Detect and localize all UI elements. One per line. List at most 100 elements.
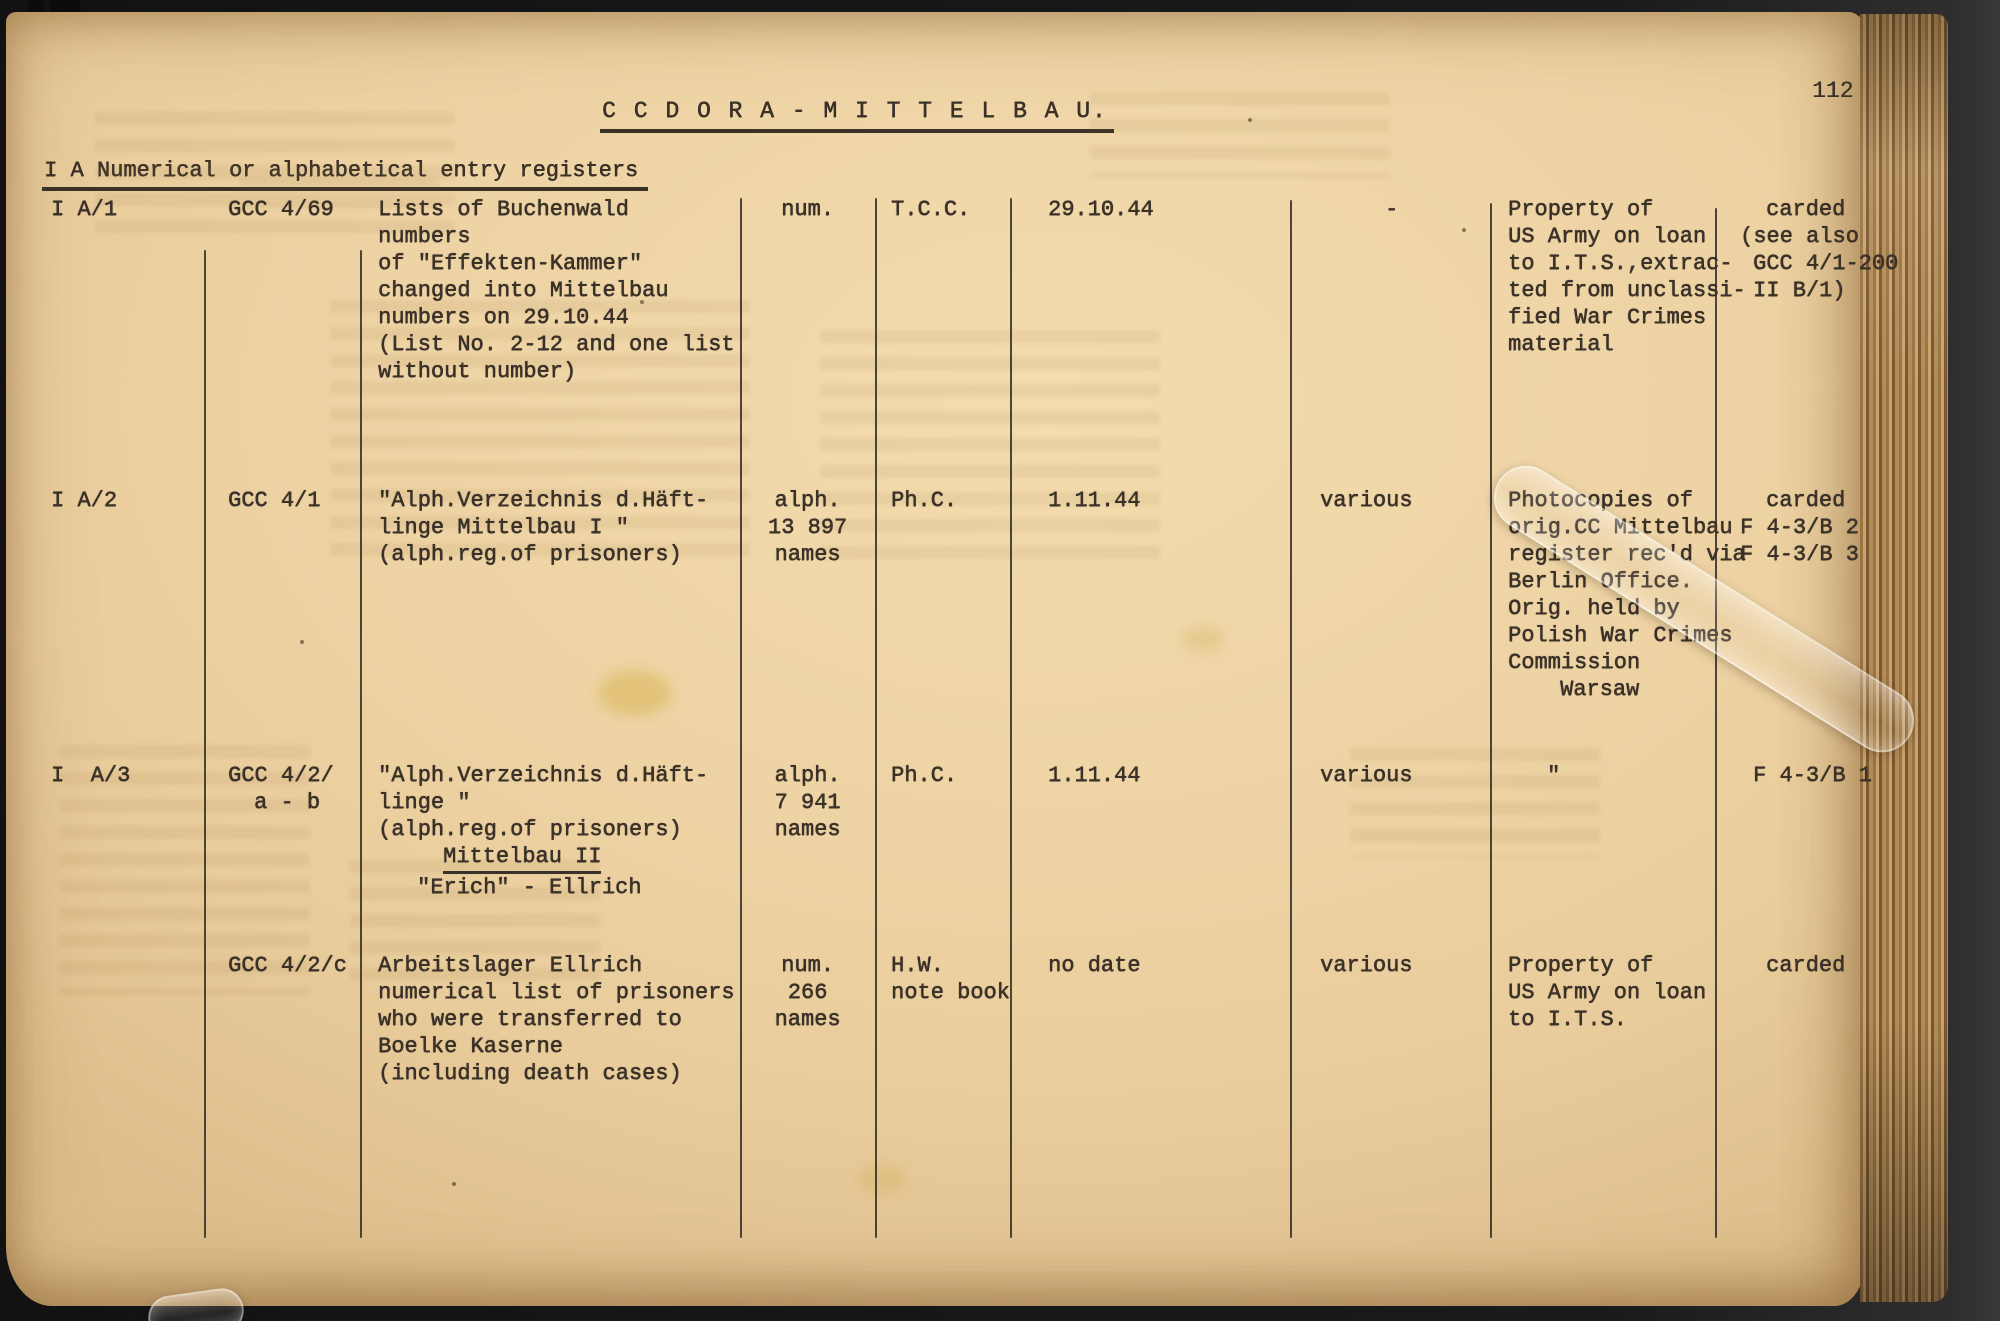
cell-medium-row-1: T.C.C. — [891, 196, 970, 223]
text-line: names — [774, 542, 841, 567]
cell-carding-row-1: carded (see also GCC 4/1-200 II B/1) — [1740, 196, 1898, 304]
cell-remarks-row-2: Photocopies oforig.CC Mittelbauregister … — [1508, 487, 1746, 703]
text-line: Arbeitslager Ellrich — [378, 953, 643, 978]
cell-description-row-1: Lists of Buchenwald numbers of "Effekten-K… — [378, 196, 734, 385]
table-column-line — [204, 250, 206, 1238]
text-line: (see also — [1740, 224, 1859, 249]
text-line: numbers — [378, 224, 471, 249]
text-line: Lists of Buchenwald — [378, 197, 629, 222]
text-line: F 4-3/B 3 — [1740, 542, 1859, 567]
text-line: without number) — [378, 359, 577, 384]
text-line: (including death cases) — [378, 1061, 682, 1086]
page-title: C C D O R A - M I T T E L B A U. — [600, 98, 1114, 133]
cell-origin-row-2: various — [1320, 487, 1412, 514]
binder-mark — [50, 0, 80, 12]
text-line: of "Effekten-Kammer" — [378, 251, 643, 276]
cell-remarks-row-1: Property of US Army on loan to I.T.S.,extr… — [1508, 196, 1746, 358]
text-line: note book — [891, 980, 1010, 1005]
ink-speck — [300, 640, 304, 644]
text-line: GCC 4/1 — [228, 488, 321, 513]
text-line: linge " — [378, 790, 471, 815]
text-line: " — [1547, 763, 1561, 788]
text-line: (List No. 2-12 and one list — [378, 332, 735, 357]
text-line: (alph.reg.of prisoners) — [378, 817, 682, 842]
text-line: Mittelbau II — [378, 843, 708, 874]
text-line: various — [1320, 763, 1413, 788]
text-line: GCC 4/69 — [228, 197, 334, 222]
text-line: GCC 4/2/ — [228, 763, 334, 788]
table-column-line — [1715, 208, 1717, 1238]
text-line: Ph.C. — [891, 763, 958, 788]
cell-date-row-1: 29.10.44 — [1048, 196, 1154, 223]
cell-description-row-4: Arbeitslager Ellrich numerical list of pr… — [378, 952, 734, 1087]
text-line: Property of — [1508, 197, 1654, 222]
document-page — [6, 12, 1864, 1306]
page-number: 112 — [1812, 78, 1854, 104]
text-line: Polish War Crimes — [1508, 623, 1733, 648]
text-line: Photocopies of — [1508, 488, 1693, 513]
text-line: num. — [781, 197, 834, 222]
text-line: 29.10.44 — [1048, 197, 1154, 222]
text-line: carded — [1766, 488, 1846, 513]
ink-speck — [640, 300, 644, 304]
text-line: I A/2 — [51, 488, 118, 513]
text-line: I A/1 — [51, 197, 118, 222]
bleedthrough-smudge — [350, 860, 600, 980]
cell-carding-row-4: carded — [1740, 952, 1845, 979]
text-line: 7 941 — [774, 790, 841, 815]
table-column-line — [740, 198, 742, 1238]
text-line: Boelke Kaserne — [378, 1034, 563, 1059]
text-line: num. — [781, 953, 834, 978]
ink-speck — [1604, 210, 1608, 214]
text-line: "Erich" - Ellrich — [417, 875, 642, 900]
text-line: Ph.C. — [891, 488, 958, 513]
bleedthrough-smudge — [1090, 92, 1390, 178]
text-line: various — [1320, 488, 1413, 513]
text-line: alph. — [774, 488, 841, 513]
text-line: no date — [1048, 953, 1141, 978]
text-line: T.C.C. — [891, 197, 971, 222]
cell-type-count-row-3: alph. 7 941 names — [740, 762, 875, 843]
text-line: Warsaw — [1560, 677, 1640, 702]
text-line: orig.CC Mittelbau — [1508, 514, 1746, 541]
text-line: - — [1385, 197, 1399, 222]
table-column-line — [1010, 198, 1012, 1238]
text-line: 1.11.44 — [1048, 763, 1141, 788]
text-line: names — [774, 817, 841, 842]
cell-gcc-number-row-2: GCC 4/1 — [228, 487, 320, 514]
text-line: H.W. — [891, 953, 944, 978]
text-line: ted from unclassi- — [1508, 278, 1746, 303]
text-line: who were transferred to — [378, 1007, 682, 1032]
text-line: "Alph.Verzeichnis d.Häft- — [378, 763, 709, 788]
cell-medium-row-3: Ph.C. — [891, 762, 957, 789]
text-line: F 4-3/B 1 — [1753, 763, 1872, 788]
text-line: register rec'd via — [1508, 541, 1746, 568]
bleedthrough-smudge — [1350, 748, 1600, 858]
text-line: names — [774, 1007, 841, 1032]
cell-gcc-number-row-1: GCC 4/69 — [228, 196, 334, 223]
text-line: alph. — [774, 763, 841, 788]
cell-type-count-row-2: alph. 13 897 names — [740, 487, 875, 568]
bleedthrough-smudge — [330, 300, 750, 560]
text-line: "Alph.Verzeichnis d.Häft- — [378, 488, 709, 513]
text-line: Berlin Office. — [1508, 568, 1746, 595]
cell-medium-row-2: Ph.C. — [891, 487, 957, 514]
text-line: carded — [1766, 953, 1846, 978]
paper-stain — [598, 670, 672, 716]
paper-stain — [858, 1164, 906, 1194]
cell-type-count-row-1: num. — [740, 196, 875, 223]
text-line: carded — [1766, 197, 1846, 222]
bleedthrough-smudge — [95, 112, 455, 244]
ink-speck — [1462, 228, 1466, 232]
text-line: to I.T.S.,extrac- — [1508, 251, 1733, 276]
text-line: linge Mittelbau I " — [378, 515, 629, 540]
text-line: Property of — [1508, 953, 1654, 978]
table-column-line — [1490, 203, 1492, 1238]
text-line: numbers on 29.10.44 — [378, 305, 629, 330]
text-line: numerical list of prisoners — [378, 980, 735, 1005]
cell-origin-row-3: various — [1320, 762, 1412, 789]
cell-description-row-3: "Alph.Verzeichnis d.Häft-linge " (alph.re… — [378, 762, 708, 901]
